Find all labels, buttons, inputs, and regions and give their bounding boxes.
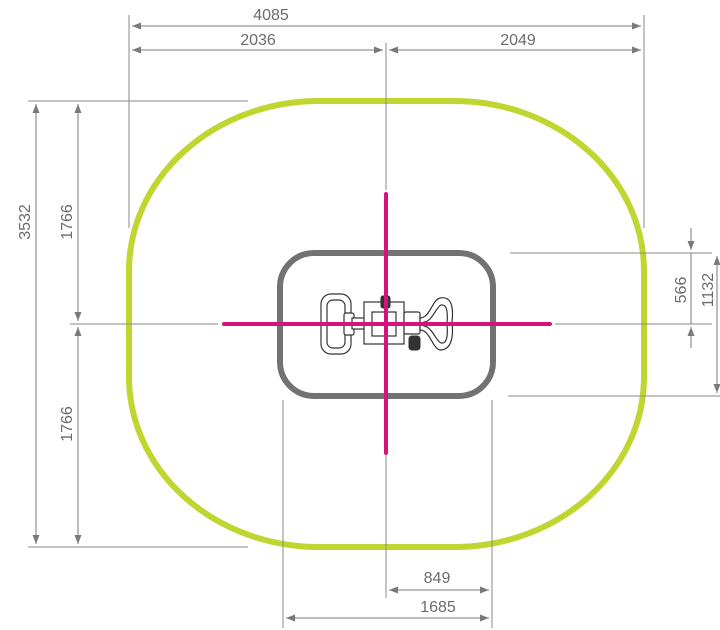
dimension-footprint-half-height-label: 566 [673,277,690,304]
dimension-footprint-height: 1132 [700,256,720,393]
dimension-footprint-right-half-width: 849 [389,570,489,594]
extension-lines [28,15,720,628]
dimension-overall-height: 3532 [17,104,40,544]
dimension-overall-height-label: 3532 [17,204,34,240]
dimension-footprint-height-label: 1132 [700,273,717,308]
dimension-footprint-width: 1685 [286,599,489,622]
dimension-left-half-width: 2036 [132,32,383,54]
dimension-footprint-width-label: 1685 [420,599,456,616]
dimension-upper-half-height-label: 1766 [59,204,76,240]
dimension-upper-half-height: 1766 [59,104,82,321]
dimension-footprint-right-half-width-label: 849 [424,570,451,587]
dimension-left-half-width-label: 2036 [240,32,276,49]
dimension-footprint-half-height: 566 [673,228,695,348]
dimension-right-half-width-label: 2049 [500,32,536,49]
dimension-overall-width-label: 4085 [253,7,289,24]
dimension-overall-width: 4085 [132,7,641,30]
dimension-lower-half-height: 1766 [59,327,82,544]
dimension-lower-half-height-label: 1766 [59,406,76,442]
dimension-right-half-width: 2049 [389,32,641,54]
